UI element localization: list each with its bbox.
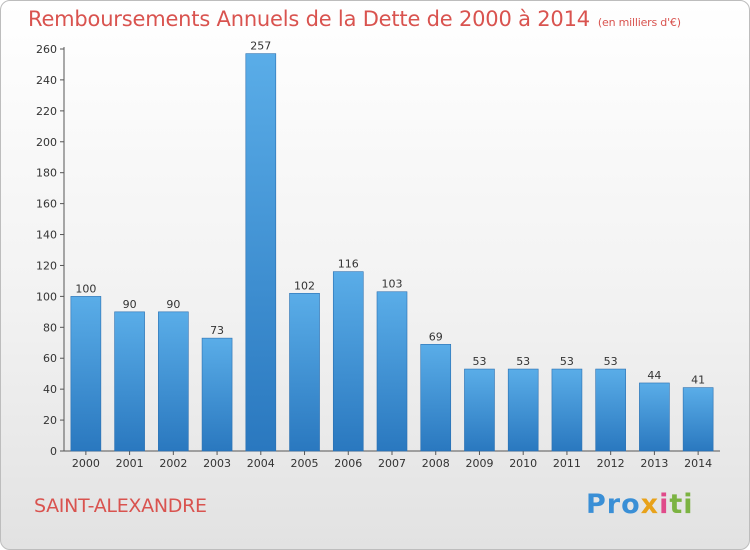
y-tick-label: 120	[36, 259, 57, 272]
y-tick-label: 100	[36, 290, 57, 303]
y-tick-label: 40	[43, 383, 57, 396]
bar	[376, 291, 408, 452]
bar-value-label: 257	[250, 40, 271, 53]
bar-value-label: 53	[560, 355, 574, 368]
y-tick-label: 140	[36, 229, 57, 242]
x-tick-label: 2008	[422, 457, 450, 470]
x-tick-label: 2002	[159, 457, 187, 470]
y-tick-label: 60	[43, 352, 57, 365]
logo-part: ti	[669, 489, 694, 520]
bar-value-label: 44	[647, 369, 661, 382]
x-tick-label: 2003	[203, 457, 231, 470]
y-tick-label: 0	[50, 445, 57, 458]
bar-value-label: 90	[123, 298, 137, 311]
x-tick-label: 2010	[509, 457, 537, 470]
bar-value-label: 53	[516, 355, 530, 368]
y-axis: 0 20 40 60 80 100 120 140 160 180 200 220 240 260	[36, 43, 65, 458]
chart-title: Remboursements Annuels de la Dette de 20…	[28, 7, 681, 31]
bar-value-label: 100	[75, 282, 96, 295]
bar	[245, 53, 277, 452]
bar-value-label: 41	[691, 374, 705, 387]
chart-title-text: Remboursements Annuels de la Dette de 20…	[28, 7, 590, 31]
x-tick-label: 2006	[334, 457, 362, 470]
x-tick-label: 2014	[684, 457, 712, 470]
y-tick-label: 160	[36, 198, 57, 211]
x-tick-label: 2007	[378, 457, 406, 470]
bar	[201, 337, 233, 452]
bar-value-label: 73	[210, 324, 224, 337]
bar	[158, 311, 189, 452]
bar-value-label: 53	[472, 355, 486, 368]
logo-part: x	[640, 489, 660, 520]
y-tick-label: 180	[36, 167, 57, 180]
bar-value-label: 90	[166, 298, 180, 311]
x-tick-label: 2012	[597, 457, 625, 470]
bar	[639, 382, 670, 452]
x-tick-label: 2009	[465, 457, 493, 470]
x-tick-label: 2000	[72, 457, 100, 470]
bar-value-label: 102	[294, 279, 315, 292]
logo-part: i	[659, 489, 670, 520]
bars: 100 90 90 73 257 102 116 103 69 53 53 53 53 44 41	[70, 40, 714, 452]
x-tick-label: 2004	[247, 457, 275, 470]
x-tick-label: 2001	[116, 457, 144, 470]
y-tick-label: 200	[36, 136, 57, 149]
chart-unit: (en milliers d'€)	[597, 16, 681, 29]
y-tick-label: 260	[36, 43, 57, 56]
y-tick-label: 20	[43, 414, 57, 427]
bar	[70, 296, 102, 452]
bar-value-label: 116	[338, 258, 359, 271]
bar	[332, 271, 364, 452]
bar	[595, 368, 626, 452]
bar-value-label: 69	[429, 330, 443, 343]
x-axis: 2000 2001 2002 2003 2004 2005 2006 2007 2008 2009…	[64, 450, 720, 470]
y-tick-label: 240	[36, 74, 57, 87]
x-tick-label: 2011	[553, 457, 581, 470]
bar	[114, 311, 145, 452]
bar-value-label: 53	[604, 355, 618, 368]
bar	[682, 387, 714, 452]
logo-part: Pro	[586, 489, 641, 520]
bar-value-label: 103	[382, 278, 403, 291]
bar	[464, 368, 495, 452]
y-tick-label: 220	[36, 105, 57, 118]
city-name: SAINT-ALEXANDRE	[34, 495, 207, 517]
bar	[420, 344, 452, 452]
bar	[551, 368, 583, 452]
bar	[289, 292, 320, 452]
proxiti-logo: Proxiti	[586, 489, 694, 520]
bar	[507, 368, 539, 452]
x-tick-label: 2013	[640, 457, 668, 470]
y-tick-label: 80	[43, 321, 57, 334]
x-tick-label: 2005	[291, 457, 319, 470]
